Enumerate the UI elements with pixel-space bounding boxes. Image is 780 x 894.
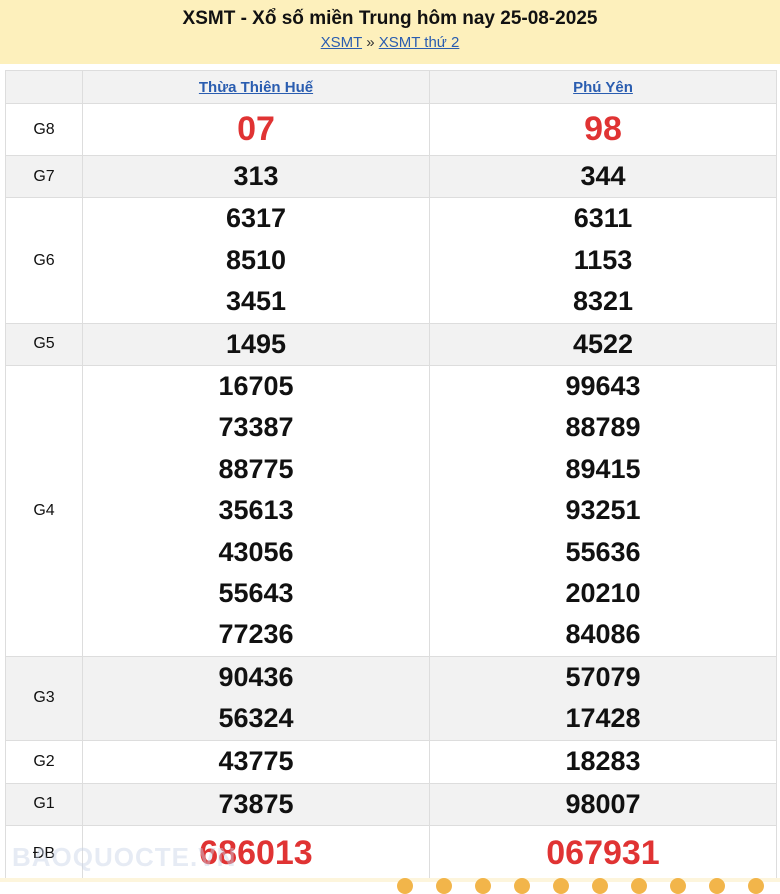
prize-number: 90436 [218, 661, 294, 692]
prize-cell: 067931 [429, 825, 777, 883]
prize-cell: 07 [82, 103, 430, 156]
prize-number: 73875 [218, 788, 294, 819]
prize-cell: 99643 88789 89415 93251 55636 20210 84086 [429, 365, 777, 657]
prize-label: G3 [5, 655, 83, 741]
prize-cell: 43775 [82, 739, 430, 784]
prize-cell: 98007 [429, 782, 777, 827]
prize-row-g4: G4 16705 73387 88775 35613 43056 55643 77236 996… [5, 365, 777, 657]
prize-cell: 57079 17428 [429, 655, 777, 741]
prize-number: 6317 [225, 203, 287, 234]
prize-number: 313 [233, 161, 279, 191]
breadcrumb-separator: » [366, 34, 375, 51]
prize-label: G4 [5, 365, 83, 657]
prize-row-g7: G7 313 344 [5, 154, 777, 199]
prize-row-g8: G8 07 98 [5, 103, 777, 156]
decorative-dot [709, 878, 725, 894]
prize-cell: 686013 [82, 825, 430, 883]
prize-row-g5: G5 1495 4522 [5, 322, 777, 367]
prize-label: ĐB [5, 825, 83, 883]
prize-number: 3451 [225, 286, 287, 317]
prize-number: 1495 [225, 328, 287, 359]
prize-label: G8 [5, 103, 83, 156]
prize-number: 89415 [565, 453, 641, 484]
prize-cell: 6317 8510 3451 [82, 197, 430, 324]
prize-number: 77236 [218, 619, 294, 650]
prize-number: 686013 [199, 833, 313, 872]
breadcrumb-xsmt-link[interactable]: XSMT [320, 34, 363, 51]
prize-cell: 73875 [82, 782, 430, 827]
prize-number: 43775 [218, 745, 294, 776]
prize-cell: 16705 73387 88775 35613 43056 55643 77236 [82, 365, 430, 657]
results-table: Thừa Thiên Huế Phú Yên G8 07 98 G7 313 344 G6 6… [5, 70, 777, 883]
prize-number: 067931 [546, 833, 660, 872]
decorative-dot [670, 878, 686, 894]
decorative-dot [748, 878, 764, 894]
prize-number: 4522 [572, 328, 634, 359]
decorative-dot [592, 878, 608, 894]
prize-cell: 313 [82, 154, 430, 199]
prize-number: 43056 [218, 536, 294, 567]
decorative-dot [514, 878, 530, 894]
prize-cell: 90436 56324 [82, 655, 430, 741]
prize-number: 73387 [218, 412, 294, 443]
prize-label: G1 [5, 782, 83, 827]
watermark-logo: BAOQUOCTE.VN [12, 842, 237, 872]
province-link-phu-yen[interactable]: Phú Yên [573, 78, 633, 96]
prize-cell: 4522 [429, 322, 777, 367]
page-title: XSMT - Xổ số miền Trung hôm nay 25-08-20… [182, 8, 598, 29]
prize-cell: 6311 1153 8321 [429, 197, 777, 324]
prize-row-g1: G1 73875 98007 [5, 782, 777, 827]
prize-cell: 1495 [82, 322, 430, 367]
province-link-thua-thien-hue[interactable]: Thừa Thiên Huế [198, 78, 314, 96]
prize-row-g6: G6 6317 8510 3451 6311 1153 8321 [5, 197, 777, 324]
breadcrumb-xsmt-thu2-link[interactable]: XSMT thứ 2 [378, 34, 460, 51]
prize-number: 55643 [218, 578, 294, 609]
prize-number: 16705 [218, 371, 294, 402]
decorative-dot [631, 878, 647, 894]
breadcrumb: XSMT » XSMT thứ 2 [0, 34, 780, 51]
prize-number: 98 [584, 109, 622, 148]
prize-number: 56324 [218, 703, 294, 734]
prize-number: 8321 [572, 286, 634, 317]
prize-number: 344 [580, 161, 626, 191]
prize-label: G5 [5, 322, 83, 367]
prize-number: 88789 [565, 412, 641, 443]
prize-number: 8510 [225, 244, 287, 275]
prize-label: G2 [5, 739, 83, 784]
decorative-dot [436, 878, 452, 894]
prize-number: 84086 [565, 619, 641, 650]
prize-number: 98007 [565, 788, 641, 819]
prize-number: 35613 [218, 495, 294, 526]
prize-number: 93251 [565, 495, 641, 526]
prize-number: 1153 [573, 244, 633, 275]
decorative-dot [475, 878, 491, 894]
prize-cell: 18283 [429, 739, 777, 784]
prize-cell: 98 [429, 103, 777, 156]
prize-number: 6311 [573, 203, 633, 234]
decorative-dot [397, 878, 413, 894]
prize-number: 57079 [565, 661, 641, 692]
prize-number: 99643 [565, 371, 641, 402]
prize-row-g3: G3 90436 56324 57079 17428 [5, 655, 777, 741]
prize-number: 88775 [218, 453, 294, 484]
prize-cell: 344 [429, 154, 777, 199]
prize-label: G6 [5, 197, 83, 324]
prize-row-đb: ĐB 686013 067931 [5, 825, 777, 883]
bottom-strip [0, 878, 780, 882]
prize-number: 18283 [565, 745, 641, 776]
prize-number: 17428 [565, 703, 641, 734]
prize-number: 55636 [565, 536, 641, 567]
prize-row-g2: G2 43775 18283 [5, 739, 777, 784]
decorative-dot [553, 878, 569, 894]
prize-number: 07 [237, 109, 275, 148]
prize-label: G7 [5, 154, 83, 199]
header-empty [5, 70, 83, 104]
prize-number: 20210 [565, 578, 641, 609]
page-header: XSMT - Xổ số miền Trung hôm nay 25-08-20… [0, 0, 780, 64]
